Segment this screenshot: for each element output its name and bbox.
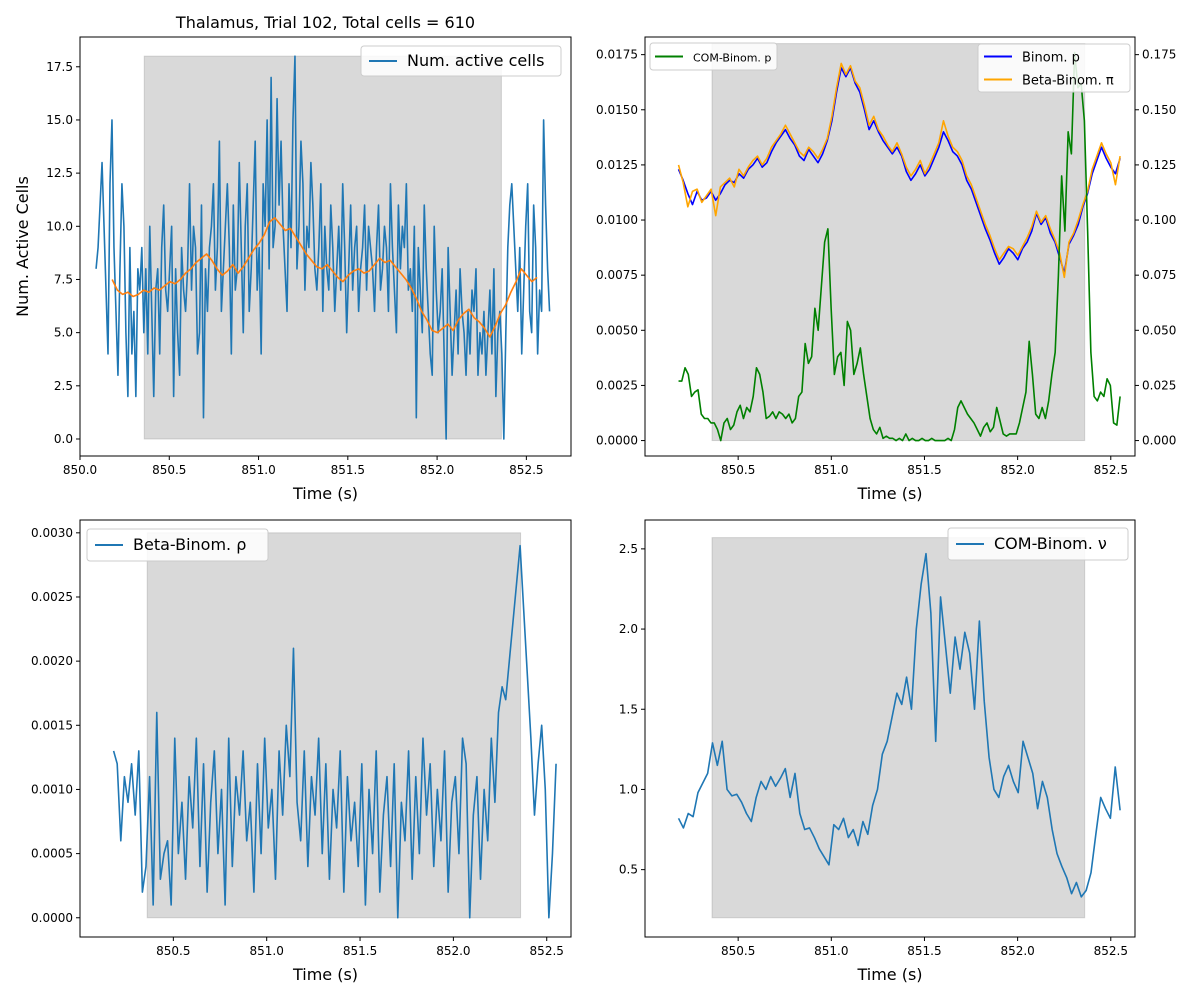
p3-ytick-label-3: 0.0015 [31,718,73,732]
p4-xtick-label-0: 850.5 [721,944,755,958]
p4-xtick-label-4: 852.5 [1094,944,1128,958]
p2-ytick-label-2: 0.0050 [596,323,638,337]
p4-xlabel: Time (s) [856,965,922,984]
p2-xtick-label-0: 850.5 [721,463,755,477]
p1-xtick-label-0: 850.0 [63,463,97,477]
p3-ytick-label-2: 0.0010 [31,782,73,796]
p2-legend-label-0: Binom. p [1022,51,1080,66]
p4-series-group [677,552,1121,898]
p2-ytick-label-6: 0.0150 [596,103,638,117]
p2-y2tick-label-1: 0.025 [1142,378,1176,392]
p4-ytick-label-0: 0.5 [619,863,638,877]
p2-ytick-label-3: 0.0075 [596,268,638,282]
p1-series-group [95,55,551,440]
p1-xlabel: Time (s) [292,484,358,503]
p3-series-0 [112,544,557,919]
p4-ytick-label-4: 2.5 [619,542,638,556]
p2-series-0 [677,67,1121,274]
p1-legend-label-0: Num. active cells [407,51,544,70]
p3-ytick-label-6: 0.0030 [31,526,73,540]
p4-xtick-label-1: 851.0 [814,944,848,958]
p2-xlabel: Time (s) [856,484,922,503]
p2-legend2-box [649,42,778,71]
p4-panel: 850.5 851.0 851.5 852.0 852.5 0.5 1.0 1.5 2.0 2.5… [619,519,1136,984]
p1-legend-box [360,45,562,77]
p1-xtick-label-3: 851.5 [331,463,365,477]
p2-legend2-label-0: COM-Binom. p [693,52,771,65]
p4-ytick-label-3: 2.0 [619,622,638,636]
p1-xtick-label-1: 850.5 [152,463,186,477]
p2-series-group [677,51,1121,442]
p1-xtick-label-2: 851.0 [241,463,275,477]
p1-title: Thalamus, Trial 102, Total cells = 610 [175,13,475,32]
p1-panel: 850.0 850.5 851.0 851.5 852.0 852.5 0.0 2.5 5.0 7… [13,13,572,503]
p3-xtick-label-3: 852.0 [436,944,470,958]
p1-series-1 [111,216,538,338]
p1-ytick-label-0: 0.0 [54,432,73,446]
p4-ytick-label-2: 1.5 [619,702,638,716]
p3-legend-box [86,528,269,562]
p3-xtick-label-1: 851.0 [250,944,284,958]
p4-axes-frame [644,519,1136,938]
p2-legend-box [977,43,1131,93]
p3-ytick-label-4: 0.0020 [31,654,73,668]
p2-ytick-label-5: 0.0125 [596,158,638,172]
p3-xtick-label-2: 851.5 [343,944,377,958]
p3-ytick-label-0: 0.0000 [31,911,73,925]
p2-ytick-label-1: 0.0025 [596,378,638,392]
p4-legend-box [947,527,1129,561]
p4-shaded-region [711,537,1086,919]
p3-ytick-label-5: 0.0025 [31,590,73,604]
p4-ytick-label-1: 1.0 [619,782,638,796]
p3-shaded-region [146,532,522,919]
p2-y2tick-label-3: 0.075 [1142,268,1176,282]
p2-ytick-label-4: 0.0100 [596,213,638,227]
p1-ytick-label-4: 10.0 [46,219,73,233]
p2-series-2 [678,51,1121,442]
p1-ytick-label-6: 15.0 [46,113,73,127]
p1-ylabel: Num. Active Cells [13,176,32,317]
p4-series-0 [677,552,1121,898]
p2-xtick-label-3: 852.0 [1000,463,1034,477]
p2-axes-frame [644,36,1136,457]
p1-ytick-label-3: 7.5 [54,272,73,286]
p4-legend-label-0: COM-Binom. ν [994,534,1107,553]
p2-y2tick-label-7: 0.175 [1142,48,1176,62]
p1-ytick-label-7: 17.5 [46,60,73,74]
p1-series-0 [95,55,551,440]
p3-xlabel: Time (s) [292,965,358,984]
p1-ytick-label-5: 12.5 [46,166,73,180]
p2-ytick-label-0: 0.0000 [596,434,638,448]
p2-y2tick-label-2: 0.050 [1142,323,1176,337]
p3-series-group [112,544,557,919]
p3-legend-label-0: Beta-Binom. ρ [133,535,246,554]
p2-xtick-label-1: 851.0 [814,463,848,477]
p1-axes-frame [79,36,572,457]
p2-ytick-label-7: 0.0175 [596,48,638,62]
p3-ytick-label-1: 0.0005 [31,847,73,861]
p2-shaded-region [711,43,1086,442]
p1-ytick-label-2: 5.0 [54,326,73,340]
p2-y2tick-label-4: 0.100 [1142,213,1176,227]
p3-xtick-label-0: 850.5 [156,944,190,958]
p2-xtick-label-4: 852.5 [1094,463,1128,477]
p3-xtick-label-4: 852.5 [530,944,564,958]
p2-series-1 [677,62,1121,279]
p2-y2tick-label-5: 0.125 [1142,158,1176,172]
p1-xtick-label-4: 852.0 [420,463,454,477]
p2-legend-label-1: Beta-Binom. π [1022,74,1114,89]
p2-xtick-label-2: 851.5 [907,463,941,477]
p3-panel: 850.5 851.0 851.5 852.0 852.5 0.0000 0.0005 0.0… [31,519,572,984]
p1-ytick-label-1: 2.5 [54,379,73,393]
p4-xtick-label-3: 852.0 [1000,944,1034,958]
p2-panel: 850.5 851.0 851.5 852.0 852.5 0.0000 0.0025 0.0… [596,36,1176,503]
p1-xtick-label-5: 852.5 [509,463,543,477]
p4-xtick-label-2: 851.5 [907,944,941,958]
p2-y2tick-label-6: 0.150 [1142,103,1176,117]
p2-y2tick-label-0: 0.000 [1142,434,1176,448]
p3-axes-frame [79,519,572,938]
